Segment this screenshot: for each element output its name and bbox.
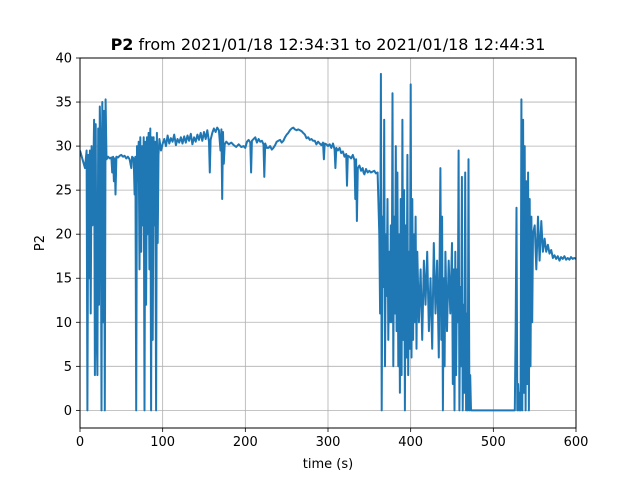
x-axis: 0 100 200 300 400 500 600 bbox=[76, 428, 589, 450]
series-line-p2 bbox=[80, 72, 576, 412]
chart-title-bold: P2 bbox=[111, 35, 134, 54]
chart-title: P2 from 2021/01/18 12:34:31 to 2021/01/1… bbox=[111, 35, 546, 54]
x-axis-label: time (s) bbox=[303, 457, 353, 472]
x-tick-label: 300 bbox=[316, 435, 341, 450]
chart-title-rest: from 2021/01/18 12:34:31 to 2021/01/18 1… bbox=[133, 35, 545, 54]
x-tick-label: 500 bbox=[481, 435, 506, 450]
y-tick-label: 5 bbox=[64, 360, 72, 375]
y-tick-label: 20 bbox=[55, 228, 72, 243]
x-tick-label: 100 bbox=[150, 435, 175, 450]
y-tick-label: 15 bbox=[55, 272, 72, 287]
x-tick-label: 400 bbox=[398, 435, 423, 450]
x-tick-label: 600 bbox=[564, 435, 589, 450]
y-axis-label: P2 bbox=[33, 235, 48, 251]
y-tick-label: 40 bbox=[55, 52, 72, 67]
y-tick-label: 0 bbox=[64, 404, 72, 419]
y-axis: 0 5 10 15 20 25 30 35 40 bbox=[55, 52, 80, 419]
y-tick-label: 25 bbox=[55, 184, 72, 199]
y-tick-label: 30 bbox=[55, 140, 72, 155]
y-tick-label: 10 bbox=[55, 316, 72, 331]
x-tick-label: 200 bbox=[233, 435, 258, 450]
y-tick-label: 35 bbox=[55, 96, 72, 111]
x-tick-label: 0 bbox=[76, 435, 84, 450]
